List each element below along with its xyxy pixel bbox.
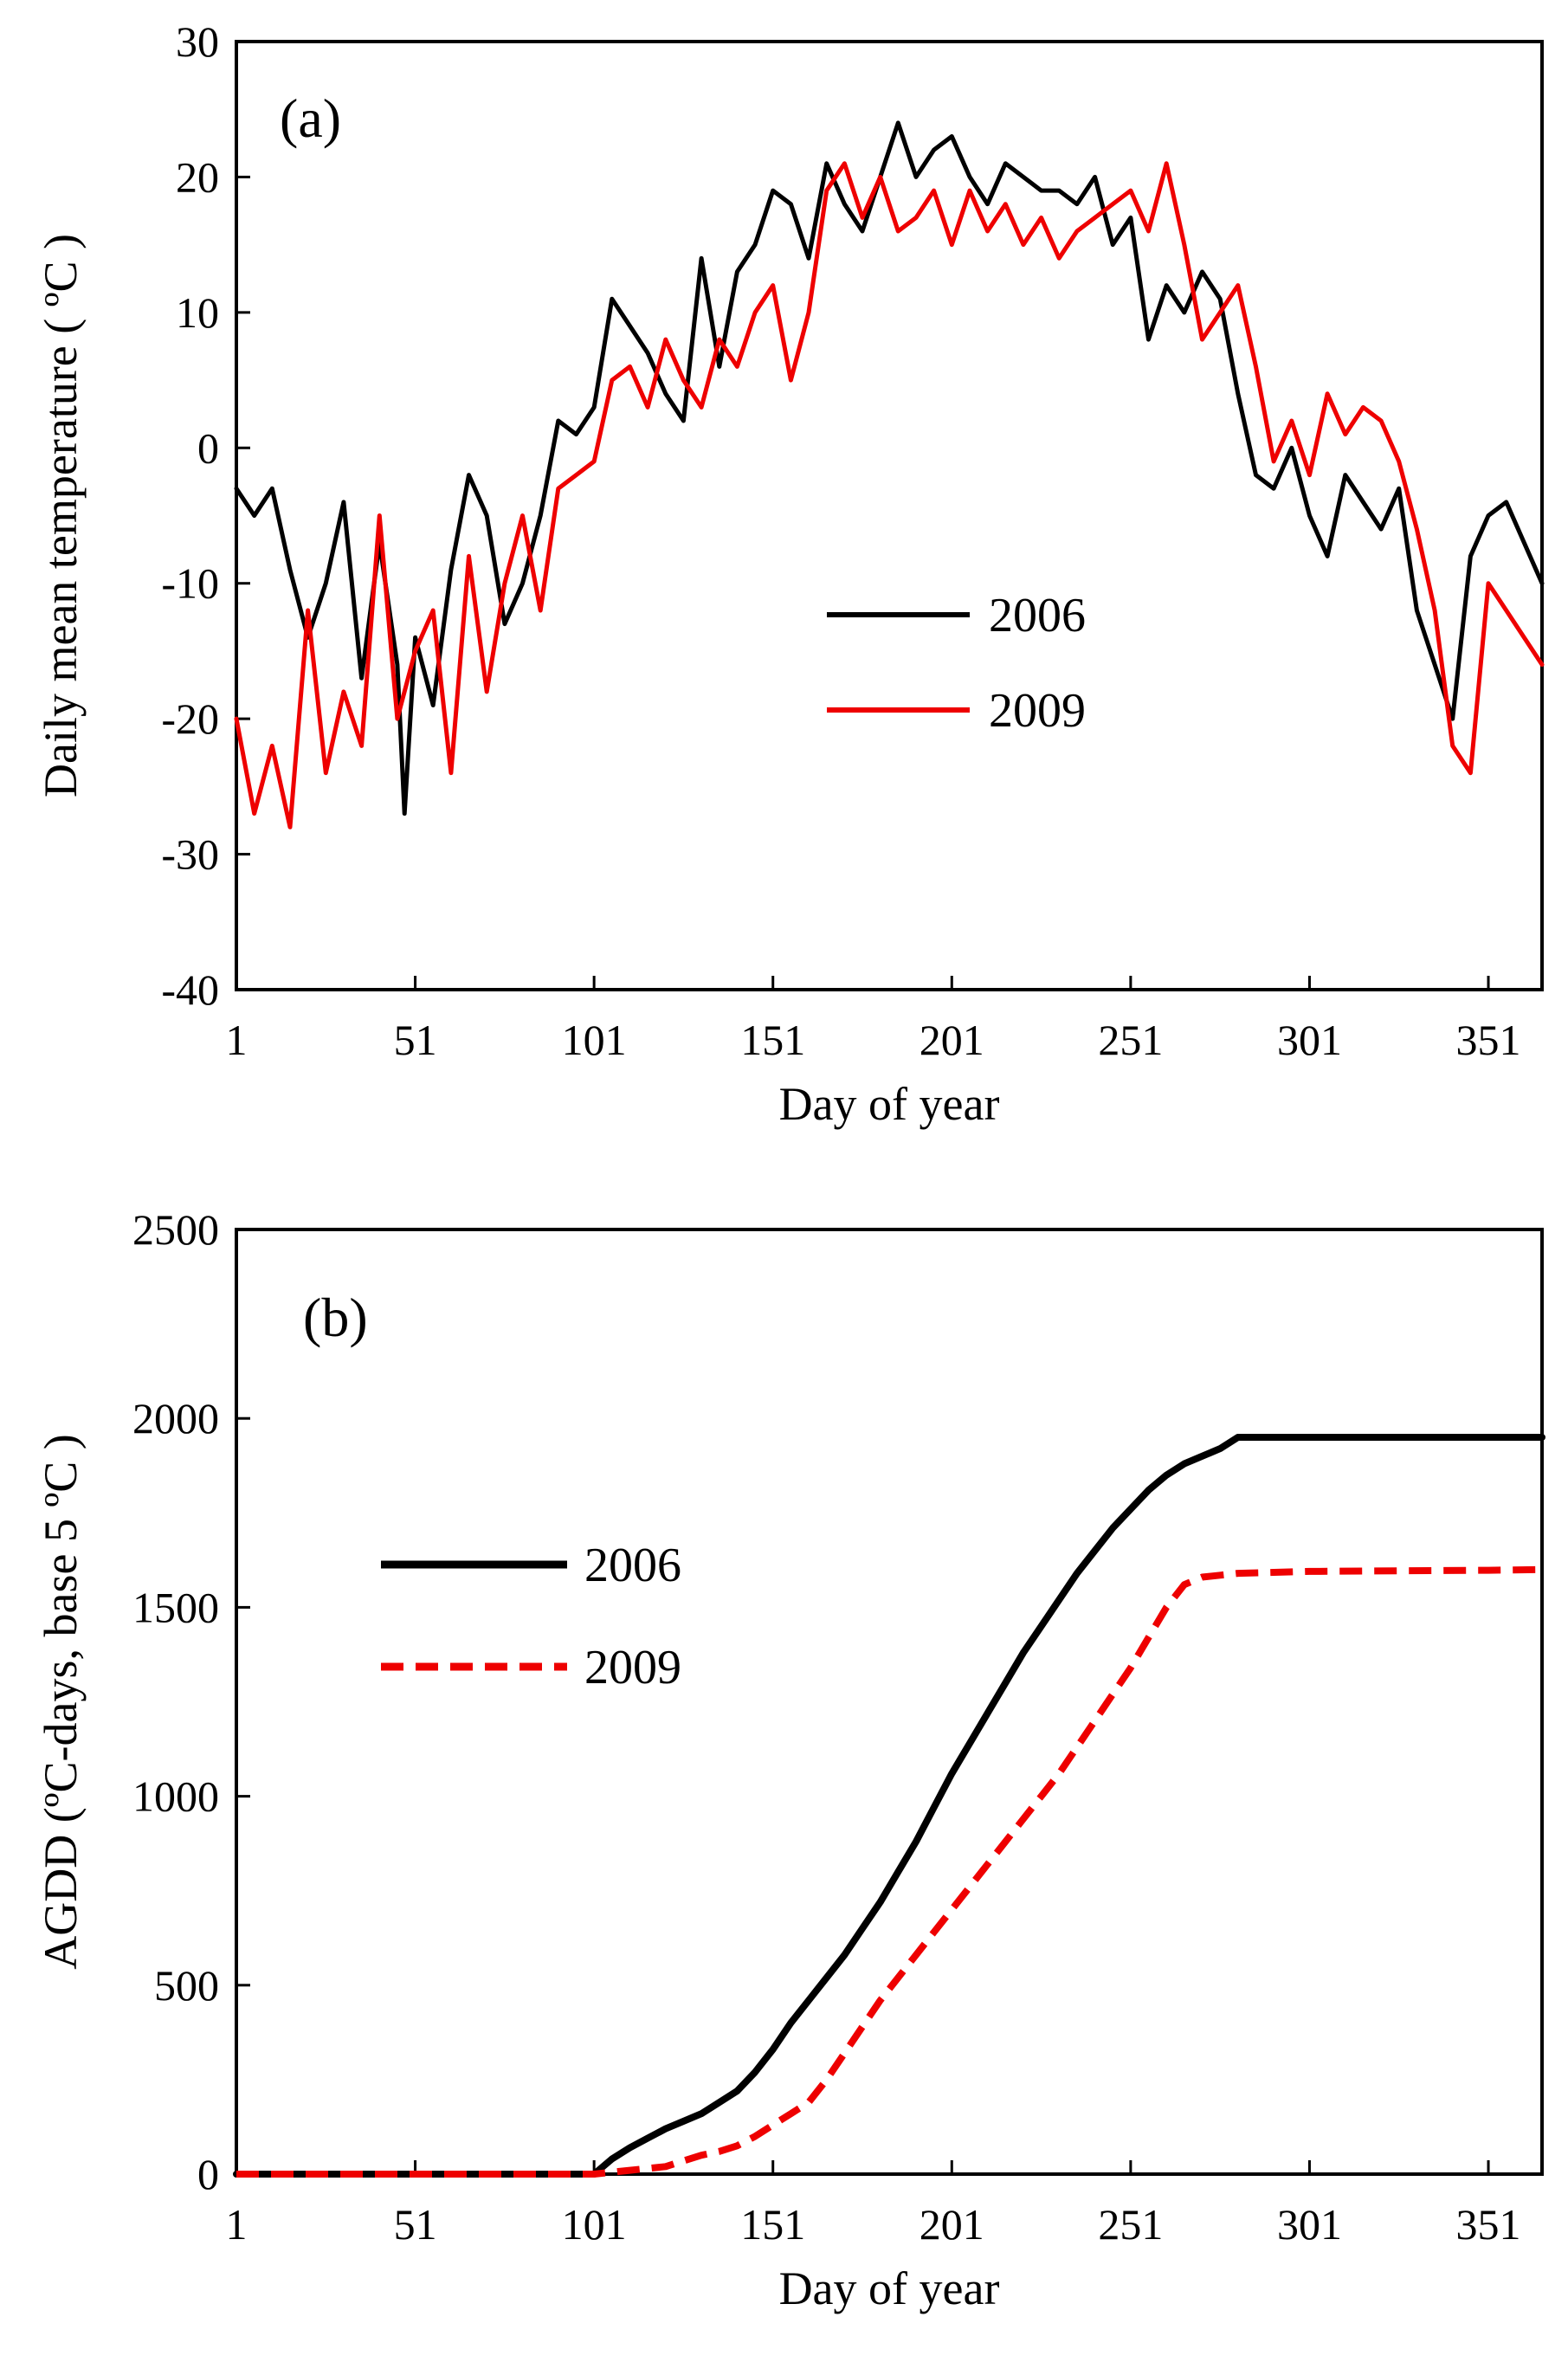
temp-x-tick-label: 201 (920, 1016, 984, 1064)
agdd-y-tick-label: 1000 (132, 1772, 219, 1821)
temp-x-axis-title: Day of year (779, 1078, 1000, 1130)
temp-y-tick-label: 30 (176, 17, 219, 66)
agdd-x-tick-label: 101 (562, 2200, 627, 2249)
agdd-series-line-2009 (236, 1565, 1543, 2178)
temp-x-tick-label: 301 (1277, 1016, 1342, 1064)
agdd-x-tick-label: 1 (226, 2200, 248, 2249)
agdd-y-tick-label: 0 (197, 2150, 219, 2198)
agdd-x-tick-label: 251 (1098, 2200, 1163, 2249)
agdd-x-tick-label: 151 (740, 2200, 805, 2249)
temp-panel-label: (a) (280, 87, 341, 149)
temp-legend-label-2006: 2006 (989, 589, 1086, 642)
temp-y-tick-label: -40 (161, 965, 219, 1014)
temp-y-tick-label: 10 (176, 288, 219, 337)
agdd-x-axis-title: Day of year (779, 2262, 1000, 2314)
temp-y-tick-label: 20 (176, 152, 219, 201)
temp-series-line-2009 (234, 161, 1545, 829)
agdd-panel-label: (b) (303, 1287, 368, 1348)
temp-y-tick-label: 0 (197, 423, 219, 472)
temp-x-tick-label: 251 (1098, 1016, 1163, 1064)
agdd-x-tick-label: 51 (394, 2200, 437, 2249)
agdd-y-tick-label: 1500 (132, 1583, 219, 1631)
agdd-series-line-2006 (233, 1434, 1545, 2178)
temp-plot-frame (235, 40, 1544, 991)
agdd-x-tick-label: 301 (1277, 2200, 1342, 2249)
agdd-y-tick-label: 2500 (132, 1205, 219, 1254)
agdd-x-tick-label: 201 (920, 2200, 984, 2249)
agdd-y-tick-label: 500 (154, 1961, 219, 2010)
temp-y-tick-label: -30 (161, 830, 219, 879)
agdd-x-tick-label: 351 (1456, 2200, 1521, 2249)
temp-x-tick-label: 101 (562, 1016, 627, 1064)
agdd-y-axis-title: AGDD (ºC-days, base 5 ºC ) (35, 1434, 87, 1969)
agdd-legend-label-2006: 2006 (584, 1539, 681, 1592)
temp-legend-label-2009: 2009 (989, 684, 1086, 738)
agdd-legend-label-2009: 2009 (584, 1641, 681, 1694)
temp-y-tick-label: -20 (161, 694, 219, 743)
temp-y-tick-label: -10 (161, 559, 219, 608)
temp-x-tick-label: 351 (1456, 1016, 1521, 1064)
temp-x-tick-label: 151 (740, 1016, 805, 1064)
temp-x-tick-label: 51 (394, 1016, 437, 1064)
temp-x-tick-label: 1 (226, 1016, 248, 1064)
agdd-plot-frame (235, 1228, 1544, 2176)
temp-y-axis-title: Daily mean temperature ( ºC ) (35, 234, 87, 797)
agdd-y-tick-label: 2000 (132, 1394, 219, 1442)
